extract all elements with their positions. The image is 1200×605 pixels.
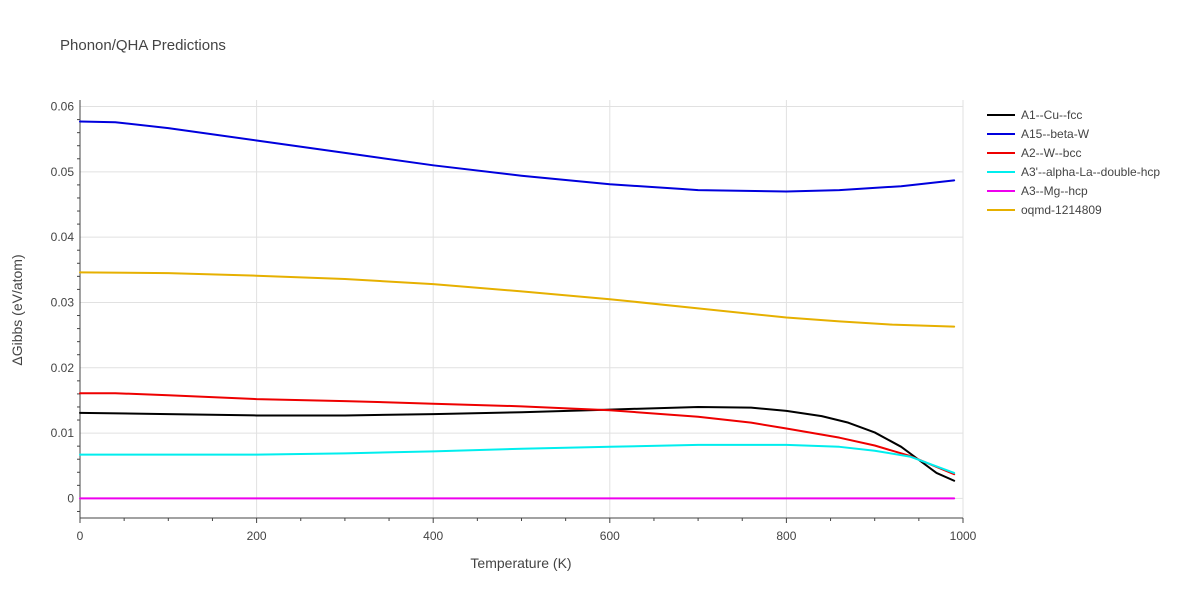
series-line-oqmd-1214809 (79, 271, 956, 328)
legend[interactable]: A1--Cu--fcc A15--beta-W A2--W--bcc A3'--alp… (987, 108, 1160, 217)
y-tick-label: 0.05 (51, 165, 75, 179)
series-line-a1-cu-fcc (79, 405, 956, 482)
x-tick-label: 0 (77, 529, 84, 543)
series-line-a15-beta-w (79, 120, 956, 193)
x-axis-title: Temperature (K) (470, 555, 571, 571)
series-line-a2-w-bcc (79, 392, 956, 476)
y-tick-label: 0 (67, 491, 74, 505)
legend-label: oqmd-1214809 (1021, 203, 1102, 217)
legend-item[interactable]: A15--beta-W (987, 127, 1090, 141)
x-tick-label: 600 (600, 529, 620, 543)
y-axis-title: ΔGibbs (eV/atom) (9, 254, 25, 365)
legend-item[interactable]: A3'--alpha-La--double-hcp (987, 165, 1160, 179)
x-tick-label: 200 (247, 529, 267, 543)
legend-label: A3'--alpha-La--double-hcp (1021, 165, 1160, 179)
legend-label: A2--W--bcc (1021, 146, 1081, 160)
legend-item[interactable]: A3--Mg--hcp (987, 184, 1088, 198)
x-tick-label: 800 (776, 529, 796, 543)
y-tick-label: 0.06 (51, 100, 75, 114)
legend-label: A15--beta-W (1021, 127, 1090, 141)
x-tick-label: 1000 (950, 529, 977, 543)
legend-item[interactable]: oqmd-1214809 (987, 203, 1102, 217)
legend-label: A1--Cu--fcc (1021, 108, 1082, 122)
series-line-a3-alpha-la-double-hcp (79, 443, 956, 474)
legend-item[interactable]: A2--W--bcc (987, 146, 1081, 160)
x-tick-label: 400 (423, 529, 443, 543)
legend-item[interactable]: A1--Cu--fcc (987, 108, 1082, 122)
legend-label: A3--Mg--hcp (1021, 184, 1088, 198)
plot-area (79, 120, 956, 500)
chart-title: Phonon/QHA Predictions (60, 37, 226, 54)
y-tick-label: 0.02 (51, 361, 75, 375)
axes: 0 200 400 600 800 1000 0 0.01 0.02 0.03 0.04 0.05 0.… (51, 100, 977, 543)
y-tick-label: 0.04 (51, 230, 75, 244)
y-tick-label: 0.03 (51, 295, 75, 309)
y-tick-label: 0.01 (51, 426, 75, 440)
